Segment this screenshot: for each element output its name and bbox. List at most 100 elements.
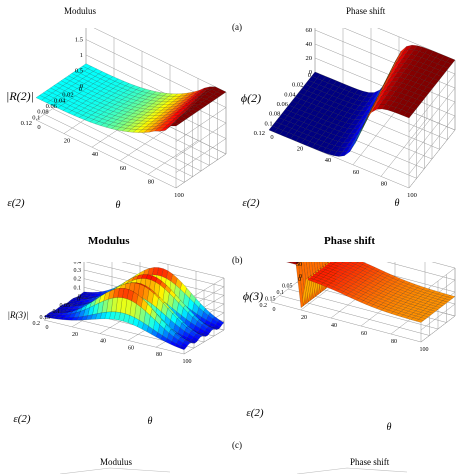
surface-patch xyxy=(35,95,46,101)
y-tick-label: 0.02 xyxy=(62,92,73,99)
tick-labels: 00.511.5200.020.040.060.080.10.120204060… xyxy=(21,37,184,200)
surface-patch xyxy=(286,262,293,264)
y-tick-label: 0.2 xyxy=(260,303,268,309)
z-tick-label: 0 xyxy=(78,294,81,300)
x-axis-label: θ xyxy=(395,198,400,209)
x-tick-label: 100 xyxy=(420,347,429,353)
surface-patch xyxy=(268,125,278,133)
y-tick-label: 0.12 xyxy=(254,130,265,137)
x-tick-label: 20 xyxy=(64,138,71,145)
x-tick-label: 0 xyxy=(270,134,273,141)
x-tick-label: 0 xyxy=(273,307,276,313)
z-tick-label: 20 xyxy=(306,55,313,62)
panel-c-box-edge xyxy=(296,467,408,474)
z-tick-label: 0 xyxy=(80,83,83,90)
y-tick-label: 0.04 xyxy=(284,91,296,98)
x-tick-label: 100 xyxy=(183,359,192,365)
y-tick-label: 0.06 xyxy=(277,101,289,108)
z-tick-label: 0.5 xyxy=(75,68,83,75)
z-tick-label: 0 xyxy=(299,274,302,280)
plot-b-phase-shift: 05010015020000.050.10.150.2020406080100ϕ… xyxy=(243,262,456,433)
z-tick-label: 0 xyxy=(309,69,312,76)
panel-a-letter: (a) xyxy=(232,22,242,32)
y-axis-label: ε(2) xyxy=(7,197,24,209)
y-axis-label: ε(2) xyxy=(246,407,263,419)
y-tick-label: 0.15 xyxy=(40,315,51,321)
plot-b-modulus: 00.10.20.30.40.50.600.050.10.150.2020406… xyxy=(8,262,225,427)
panel-b-left-title: Modulus xyxy=(88,235,130,247)
y-tick-label: 0.05 xyxy=(60,303,71,309)
x-tick-label: 20 xyxy=(72,332,78,338)
panel-c-letter: (c) xyxy=(232,440,242,450)
plot-c-modulus-partial xyxy=(59,467,171,474)
y-tick-label: 0.1 xyxy=(277,290,285,296)
surface xyxy=(43,267,225,350)
y-tick-label: 0 xyxy=(308,72,311,79)
panel-c-box-edge xyxy=(59,467,171,474)
x-axis-label: θ xyxy=(387,422,392,433)
z-tick-label: 0.1 xyxy=(74,285,82,291)
y-tick-label: 0.1 xyxy=(53,309,61,315)
x-tick-label: 40 xyxy=(100,339,106,345)
surface xyxy=(35,63,227,133)
z-tick-label: 0.4 xyxy=(74,262,82,265)
y-tick-label: 0.1 xyxy=(265,120,273,127)
y-tick-label: 0.04 xyxy=(54,97,66,104)
x-tick-label: 80 xyxy=(381,180,388,187)
x-tick-label: 80 xyxy=(156,352,162,358)
tick-labels: 00.10.20.30.40.50.600.050.10.150.2020406… xyxy=(33,262,192,365)
y-tick-label: 0 xyxy=(77,297,80,303)
x-tick-label: 60 xyxy=(128,345,134,351)
z-tick-label: 0.3 xyxy=(74,268,82,274)
y-tick-label: 0.1 xyxy=(32,114,40,121)
surface-patch xyxy=(290,262,299,265)
z-tick-label: 0.2 xyxy=(74,277,82,283)
x-tick-label: 40 xyxy=(92,151,99,158)
z-axis-label: |R(3)| xyxy=(8,310,29,320)
z-axis-label: ϕ(2) xyxy=(241,91,261,105)
z-tick-label: 40 xyxy=(306,41,313,48)
y-tick-label: 0.2 xyxy=(33,321,41,327)
y-axis-label: ε(2) xyxy=(242,197,259,209)
plot-a-phase-shift: 02040608010000.020.040.060.080.10.120204… xyxy=(241,28,456,209)
panel-a-right-title: Phase shift xyxy=(346,6,386,16)
x-tick-label: 40 xyxy=(325,157,332,164)
y-gridline xyxy=(44,114,185,183)
x-tick-label: 80 xyxy=(148,178,155,185)
y-axis-label: ε(2) xyxy=(13,413,30,425)
x-tick-label: 20 xyxy=(297,146,304,153)
x-tick-label: 40 xyxy=(331,323,337,329)
y-tick-label: 0.08 xyxy=(269,111,280,118)
y-tick-label: 0.15 xyxy=(265,297,276,303)
surface xyxy=(268,44,456,157)
y-tick-label: 0.12 xyxy=(21,120,32,127)
x-axis-label: θ xyxy=(148,416,153,427)
x-tick-label: 0 xyxy=(37,124,40,131)
panel-a-left-title: Modulus xyxy=(64,6,97,16)
y-tick-label: 0.02 xyxy=(292,82,303,89)
plot-c-phase-partial xyxy=(296,467,408,474)
y-tick-label: 0.06 xyxy=(46,103,58,110)
panel-b-letter: (b) xyxy=(232,255,243,265)
z-axis-label: ϕ(3) xyxy=(243,289,263,303)
y-tick-label: 0.05 xyxy=(282,284,293,290)
x-tick-label: 60 xyxy=(353,169,360,176)
surface xyxy=(286,262,456,323)
x-tick-label: 100 xyxy=(174,192,184,199)
z-tick-label: 1.5 xyxy=(75,37,83,44)
x-tick-label: 100 xyxy=(407,192,417,199)
panel-c-left-title: Modulus xyxy=(100,457,133,467)
x-tick-label: 60 xyxy=(361,331,367,337)
z-axis-label: |R(2)| xyxy=(6,89,34,103)
surface-patch xyxy=(43,315,51,318)
plot-a-modulus: 00.511.5200.020.040.060.080.10.120204060… xyxy=(6,28,227,211)
floor xyxy=(270,275,456,343)
x-tick-label: 0 xyxy=(46,325,49,331)
x-tick-label: 60 xyxy=(120,165,127,172)
tick-labels: 02040608010000.020.040.060.080.10.120204… xyxy=(254,28,417,199)
panel-c-right-title: Phase shift xyxy=(350,457,390,467)
z-tick-label: 50 xyxy=(296,262,302,268)
panel-b-right-title: Phase shift xyxy=(324,235,376,247)
z-tick-label: 1 xyxy=(80,52,83,59)
